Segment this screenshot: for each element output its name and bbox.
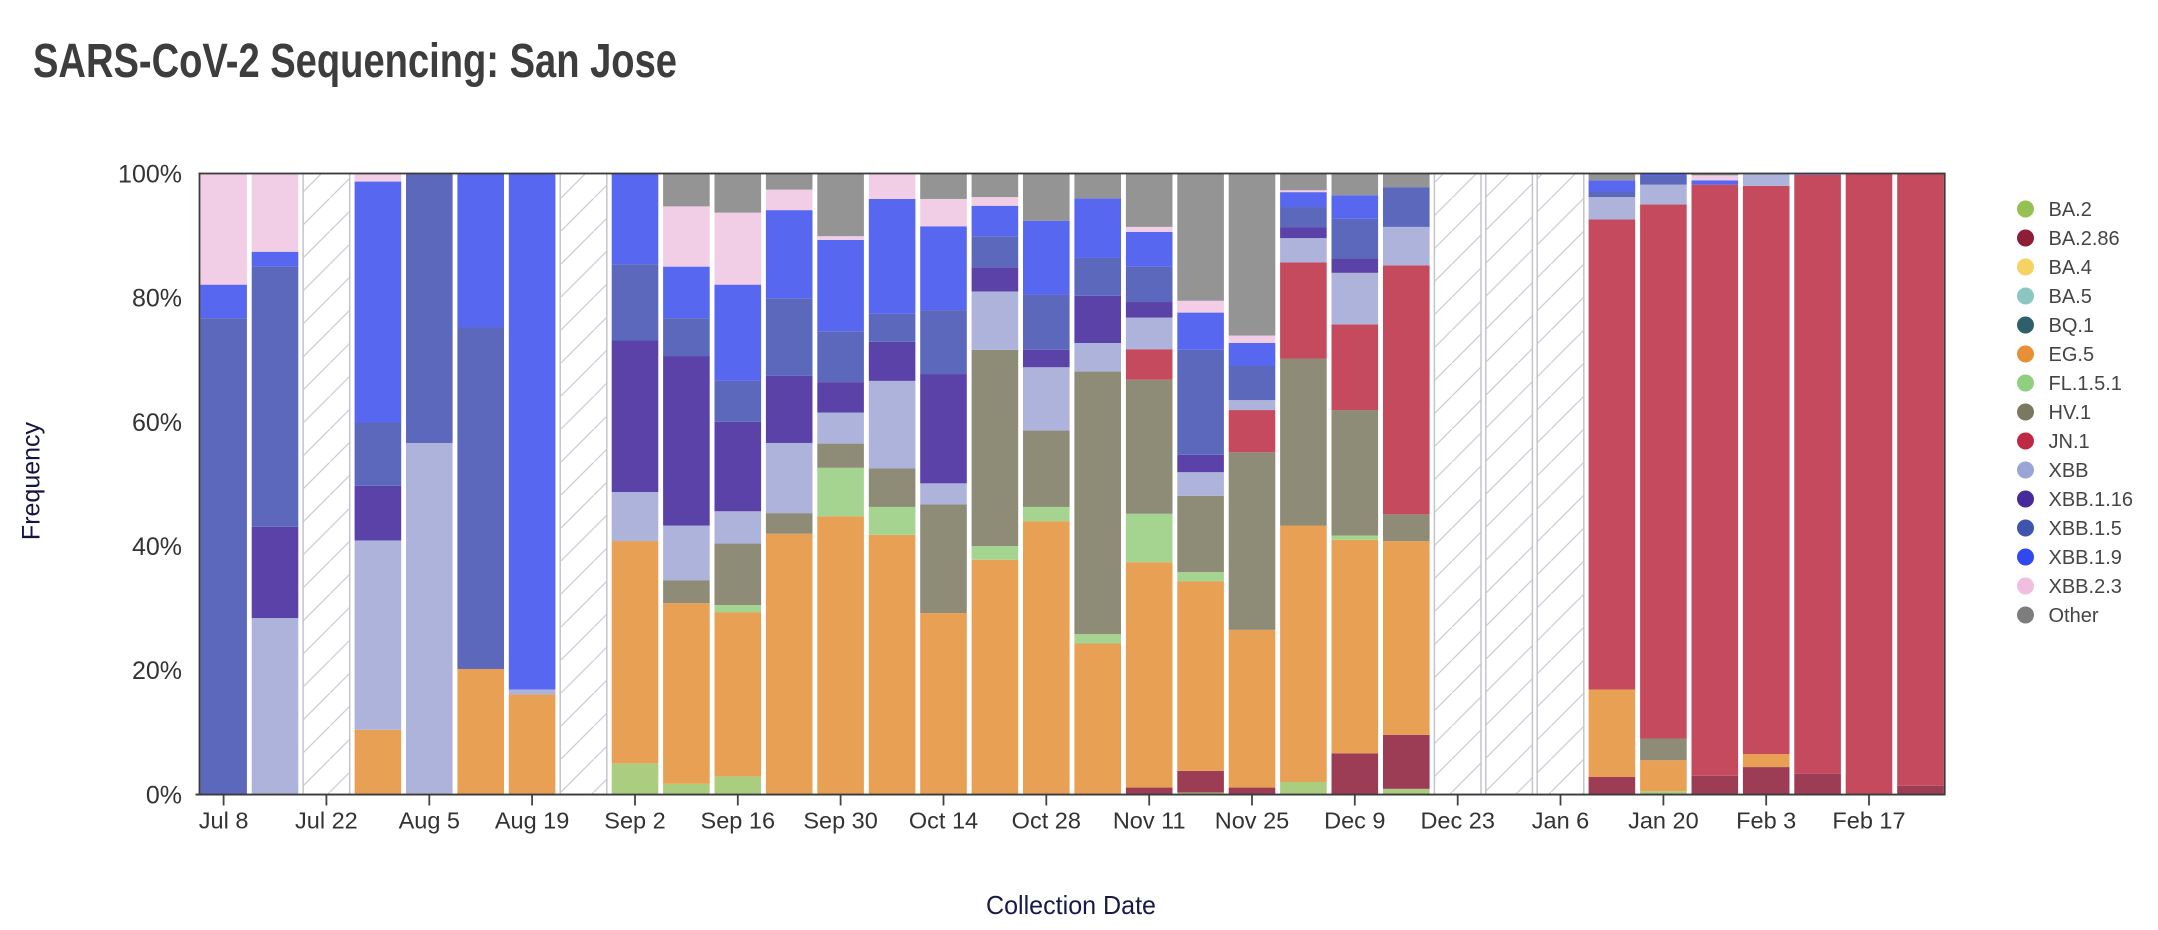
svg-text:Sep 30: Sep 30 <box>803 808 877 834</box>
svg-text:Feb 3: Feb 3 <box>1736 808 1796 834</box>
svg-text:40%: 40% <box>132 533 182 561</box>
svg-text:XBB.2.3: XBB.2.3 <box>2049 576 2122 598</box>
svg-text:Oct 14: Oct 14 <box>909 808 978 834</box>
svg-text:60%: 60% <box>132 409 182 437</box>
svg-text:Feb 17: Feb 17 <box>1832 808 1905 834</box>
svg-text:Nov 25: Nov 25 <box>1215 808 1289 834</box>
svg-text:Oct 28: Oct 28 <box>1012 808 1081 834</box>
svg-text:Collection Date: Collection Date <box>986 890 1156 920</box>
svg-text:HV.1: HV.1 <box>2049 402 2092 424</box>
svg-text:Sep 2: Sep 2 <box>604 808 665 834</box>
svg-text:Nov 11: Nov 11 <box>1113 808 1186 834</box>
svg-text:XBB.1.5: XBB.1.5 <box>2049 518 2122 540</box>
svg-text:Aug 19: Aug 19 <box>495 808 569 834</box>
svg-text:20%: 20% <box>132 657 182 685</box>
svg-text:Jul 22: Jul 22 <box>295 808 358 834</box>
svg-text:XBB.1.16: XBB.1.16 <box>2049 489 2134 511</box>
svg-text:Sep 16: Sep 16 <box>701 808 775 834</box>
svg-text:Aug 5: Aug 5 <box>399 808 460 834</box>
svg-text:Dec 9: Dec 9 <box>1324 808 1385 834</box>
svg-text:BA.2: BA.2 <box>2049 199 2092 221</box>
svg-text:BA.2.86: BA.2.86 <box>2049 228 2120 250</box>
svg-text:EG.5: EG.5 <box>2049 344 2095 366</box>
svg-text:Jan 20: Jan 20 <box>1628 808 1699 834</box>
svg-text:Frequency: Frequency <box>18 421 46 540</box>
svg-text:FL.1.5.1: FL.1.5.1 <box>2049 373 2122 395</box>
svg-text:XBB: XBB <box>2049 460 2089 482</box>
svg-text:SARS-CoV-2 Sequencing: San Jos: SARS-CoV-2 Sequencing: San Jose <box>33 35 677 88</box>
svg-text:100%: 100% <box>118 161 182 189</box>
svg-text:JN.1: JN.1 <box>2049 431 2090 453</box>
svg-text:Dec 23: Dec 23 <box>1420 808 1494 834</box>
svg-text:Other: Other <box>2049 605 2099 627</box>
svg-text:BA.4: BA.4 <box>2049 257 2092 279</box>
svg-text:80%: 80% <box>132 285 182 313</box>
svg-text:BQ.1: BQ.1 <box>2049 315 2095 337</box>
svg-text:XBB.1.9: XBB.1.9 <box>2049 547 2122 569</box>
svg-text:0%: 0% <box>146 781 182 809</box>
svg-text:Jul 8: Jul 8 <box>199 808 249 834</box>
svg-text:BA.5: BA.5 <box>2049 286 2092 308</box>
svg-text:Jan 6: Jan 6 <box>1532 808 1590 834</box>
